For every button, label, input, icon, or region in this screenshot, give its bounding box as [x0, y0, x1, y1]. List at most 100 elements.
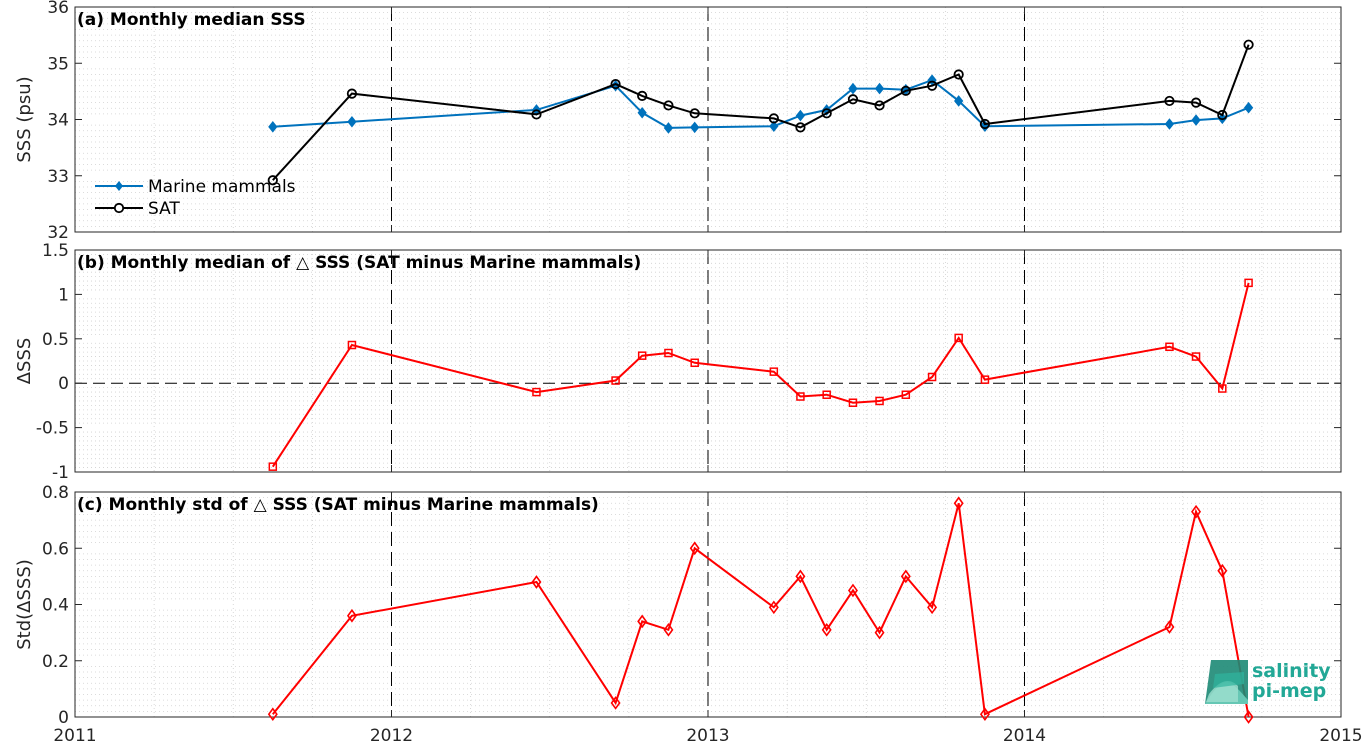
data-point-marker	[346, 608, 357, 623]
x-tick-label: 2015	[1319, 726, 1362, 745]
data-point-marker	[796, 392, 805, 401]
y-tick-label: 1	[58, 285, 69, 305]
legend-entry-label: SAT	[148, 199, 180, 219]
panel-b: -1 -0.5 0 0.5 1 1.5 ΔSSS (b) Monthly median of …	[14, 241, 1342, 483]
data-point-marker	[663, 122, 674, 134]
legend-entry-label: Marine mammals	[148, 177, 296, 197]
data-point-marker	[689, 108, 700, 119]
data-point-marker	[769, 367, 779, 376]
data-point-marker	[953, 496, 964, 511]
series-sat	[267, 39, 1254, 186]
series-line	[272, 44, 1250, 181]
data-point-marker	[664, 348, 673, 358]
data-point-marker	[663, 100, 674, 111]
data-point-marker	[926, 80, 938, 91]
data-point-marker	[347, 115, 357, 128]
y-tick-label: 36	[47, 0, 69, 18]
data-point-marker	[1243, 710, 1254, 724]
data-point-marker	[953, 69, 964, 80]
y-tick-label: 0.8	[42, 483, 69, 503]
y-tick-label: 35	[47, 54, 69, 74]
data-point-marker	[954, 95, 964, 107]
y-tick-label: 0	[58, 708, 69, 728]
data-point-marker	[268, 121, 278, 133]
data-point-marker	[768, 113, 779, 124]
data-point-marker	[1217, 109, 1228, 121]
series-marine-mammals	[268, 74, 1254, 134]
y-tick-label: 0	[58, 374, 69, 394]
chart-panels: 32 33 34 35 36 SSS (psu) (a) Monthly median SS…	[14, 0, 1363, 745]
panel-c: 0 0.2 0.4 0.6 0.8 2011 2012 2013 2014 2015 Std(ΔSS…	[14, 483, 1363, 745]
y-axis-label: SSS (psu)	[14, 76, 35, 162]
data-point-marker	[822, 390, 831, 399]
data-point-marker	[795, 122, 806, 133]
data-point-marker	[874, 625, 885, 640]
series-delta-2	[267, 496, 1254, 724]
data-point-marker	[848, 398, 858, 407]
y-tick-label: -1	[52, 463, 69, 483]
data-point-marker	[663, 622, 674, 637]
panel-title: (b) Monthly median of △ SSS (SAT minus M…	[77, 253, 641, 273]
data-point-marker	[874, 82, 885, 95]
data-point-marker	[901, 390, 911, 399]
data-point-marker	[980, 375, 990, 384]
series-line	[272, 78, 1249, 129]
data-point-marker	[1217, 563, 1228, 578]
data-point-marker	[979, 118, 991, 130]
data-point-marker	[1191, 504, 1202, 519]
data-point-marker	[267, 175, 278, 186]
panel-title: (c) Monthly std of △ SSS (SAT minus Mari…	[77, 495, 599, 515]
data-point-marker	[821, 622, 832, 637]
data-point-marker	[267, 707, 278, 722]
data-point-marker	[1243, 101, 1254, 114]
data-point-marker	[532, 387, 541, 397]
data-point-marker	[637, 90, 648, 101]
data-point-marker	[1164, 620, 1175, 634]
y-tick-label: 0.6	[42, 539, 69, 559]
data-point-marker	[1164, 118, 1175, 130]
data-point-marker	[346, 88, 358, 99]
data-point-marker	[1165, 342, 1174, 352]
data-point-marker	[900, 569, 911, 584]
data-point-marker	[927, 600, 938, 615]
panel-title: (a) Monthly median SSS	[77, 10, 306, 30]
y-tick-label: 1.5	[42, 241, 69, 261]
data-point-marker	[690, 358, 699, 368]
data-point-marker	[1164, 95, 1175, 107]
data-point-marker	[768, 600, 779, 615]
salinity-pimep-logo: salinity pi-mep	[1205, 660, 1331, 704]
series-delta-1	[268, 278, 1253, 471]
data-point-marker	[531, 575, 542, 589]
grid-lines	[75, 250, 1341, 472]
data-point-marker	[1191, 352, 1201, 361]
data-point-marker	[821, 108, 832, 119]
data-point-marker	[874, 100, 885, 111]
y-tick-label: 0.4	[42, 596, 69, 616]
legend-marker	[113, 202, 125, 214]
data-point-marker	[1244, 278, 1253, 288]
grid-lines	[75, 7, 1341, 232]
data-point-marker	[268, 462, 278, 471]
series-line	[272, 503, 1250, 718]
data-point-marker	[900, 85, 911, 96]
data-point-marker	[690, 121, 700, 134]
y-tick-label: 33	[47, 167, 69, 187]
logo-line2: pi-mep	[1252, 680, 1326, 702]
data-point-marker	[847, 94, 859, 105]
data-point-marker	[927, 372, 937, 382]
data-point-marker	[954, 333, 963, 343]
grid-lines	[75, 492, 1341, 717]
data-point-marker	[531, 109, 542, 120]
data-point-marker	[847, 583, 858, 598]
data-point-marker	[795, 109, 806, 122]
y-axis-label: ΔSSS	[14, 338, 35, 385]
x-tick-label: 2011	[53, 726, 96, 745]
y-tick-label: 34	[47, 111, 69, 131]
series-line	[271, 282, 1250, 468]
wave-logo-icon	[1205, 660, 1248, 704]
y-tick-label: 32	[47, 223, 69, 243]
data-point-marker	[1218, 384, 1227, 393]
data-point-marker	[1190, 97, 1202, 108]
